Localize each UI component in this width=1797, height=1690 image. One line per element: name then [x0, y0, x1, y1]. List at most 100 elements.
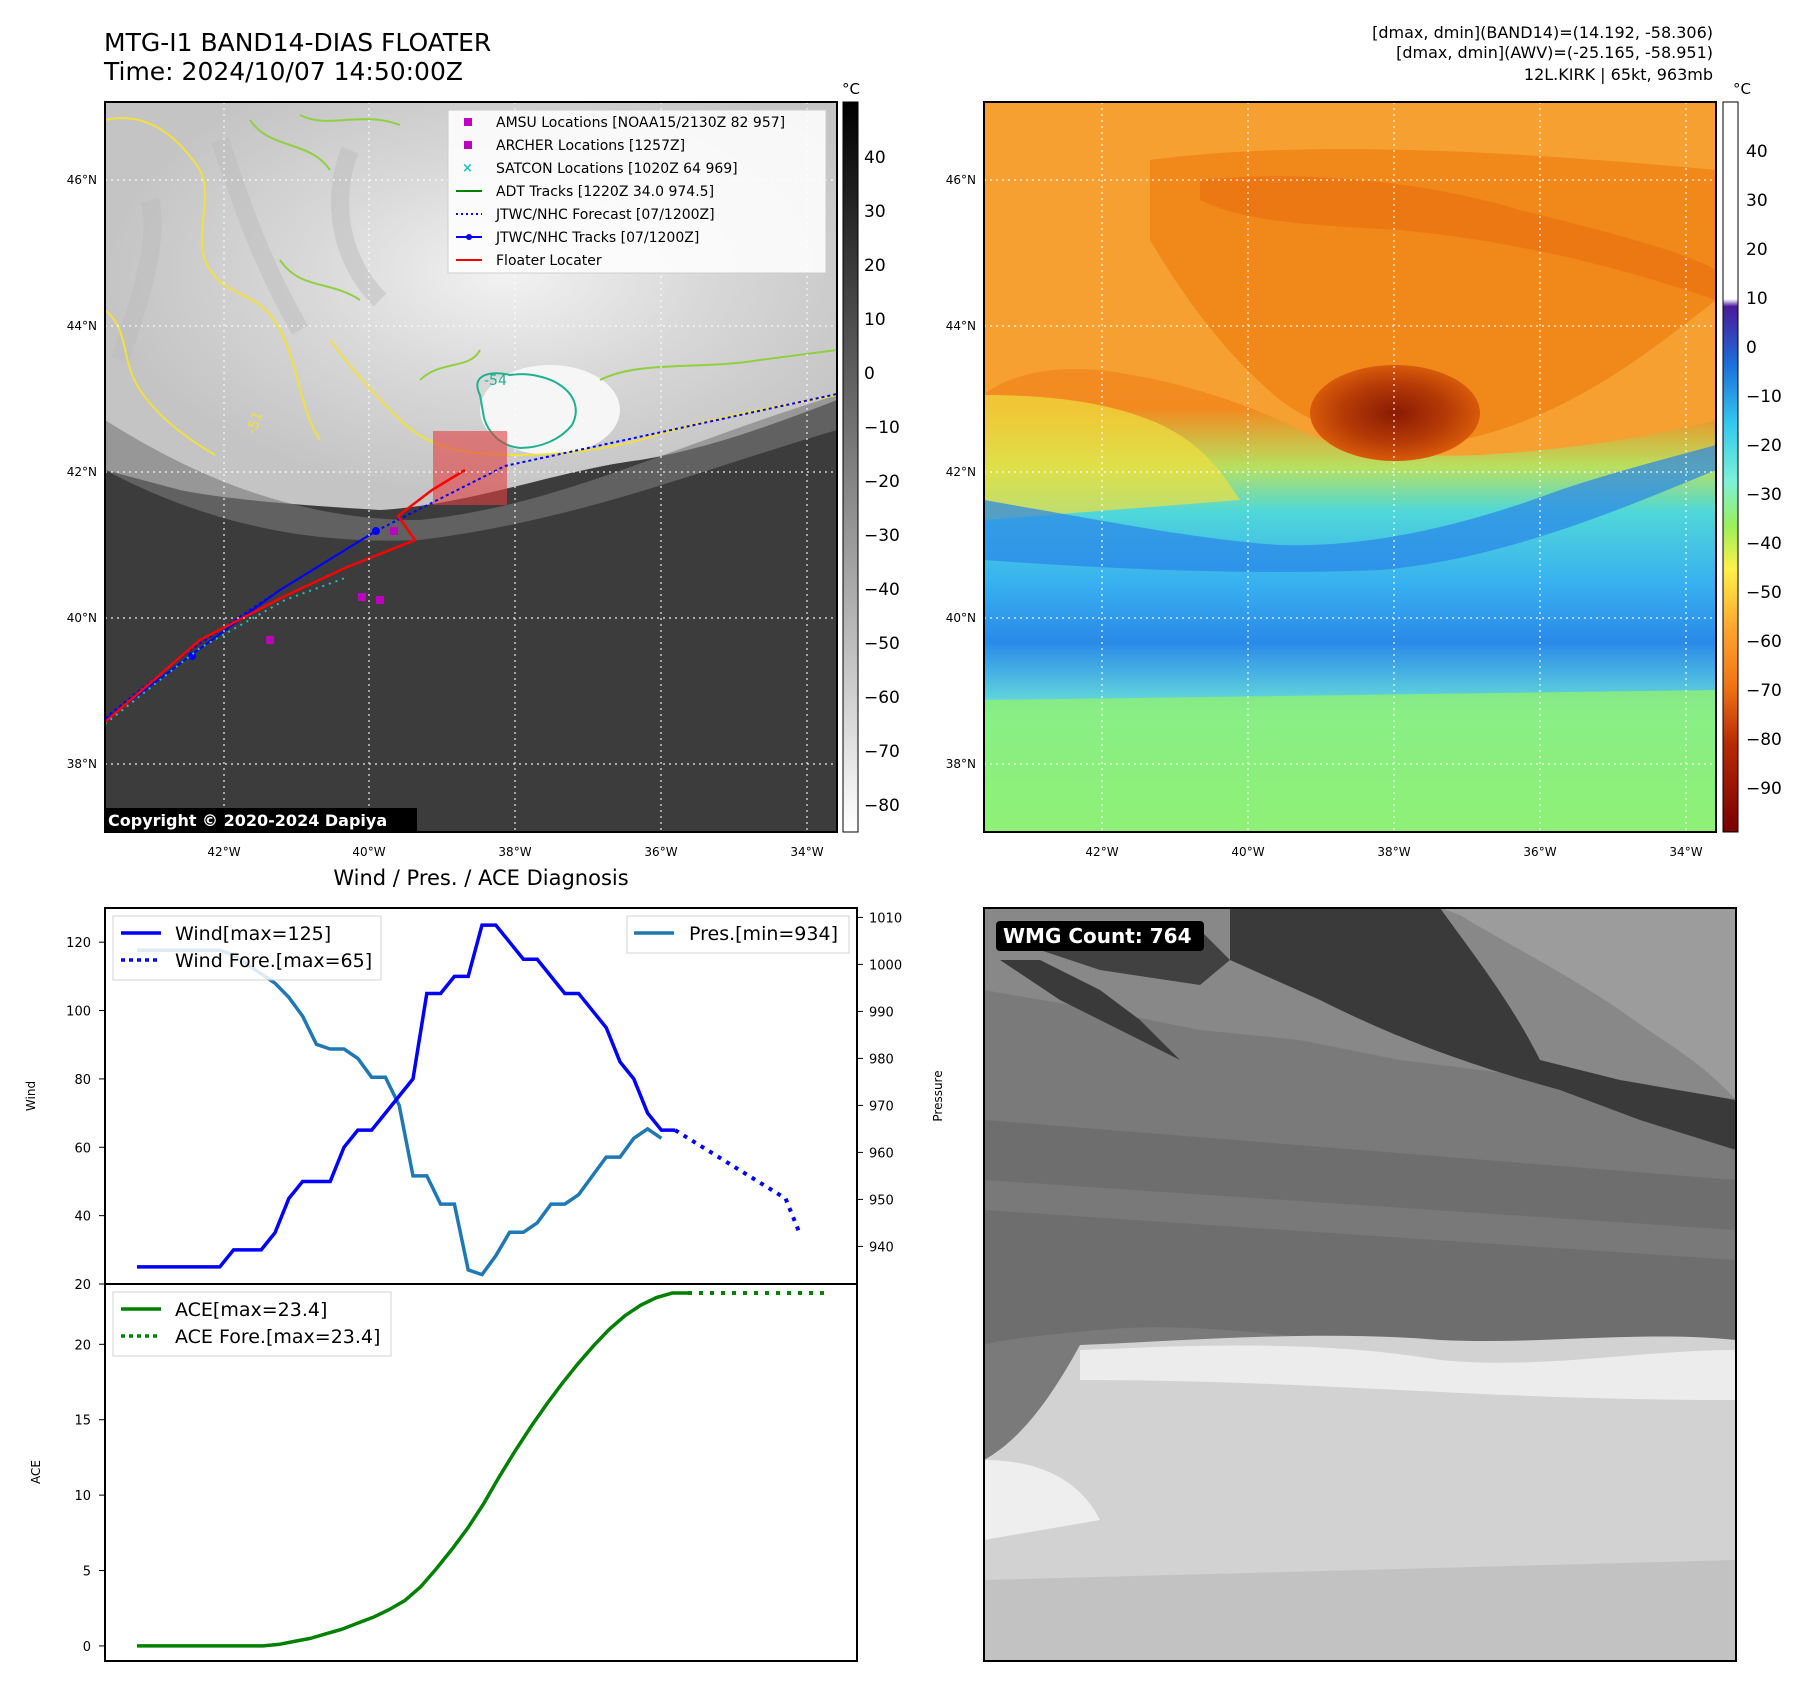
legend-wind: Wind[max=125] — [175, 923, 331, 945]
ace-line — [137, 1291, 688, 1648]
ace-tick-label: 15 — [74, 1414, 91, 1429]
svg-text:−90: −90 — [1746, 779, 1782, 799]
left-lon-labels: 42°W 40°W 38°W 36°W 34°W — [207, 845, 823, 859]
track-point — [372, 527, 380, 535]
svg-text:−20: −20 — [864, 472, 900, 492]
ace-tick-label: 10 — [74, 1489, 91, 1504]
legend-pres: Pres.[min=934] — [689, 923, 838, 945]
svg-text:−80: −80 — [864, 796, 900, 816]
wind-axis-label: Wind — [24, 1081, 38, 1111]
svg-text:36°W: 36°W — [1523, 845, 1556, 859]
svg-text:−60: −60 — [864, 688, 900, 708]
svg-text:40°N: 40°N — [946, 611, 976, 625]
pressure-tick-label: 970 — [869, 1099, 894, 1114]
pressure-tick-label: 990 — [869, 1005, 894, 1020]
svg-text:40°W: 40°W — [1231, 845, 1264, 859]
svg-text:44°N: 44°N — [946, 319, 976, 333]
svg-text:40: 40 — [1746, 142, 1768, 162]
wind-tick-label: 80 — [74, 1073, 91, 1088]
left-map-frame — [104, 101, 838, 833]
legend-forecast: JTWC/NHC Forecast [07/1200Z] — [495, 207, 715, 223]
archer-marker — [376, 596, 384, 604]
colorbar-ir-ticks: 40 30 20 10 0 −10 −20 −30 −40 −50 −60 −7… — [864, 148, 900, 816]
legend-ace-fore: ACE Fore.[max=23.4] — [175, 1326, 380, 1348]
ir-satellite-map: -54 -51 × — [105, 102, 837, 832]
svg-text:0: 0 — [864, 364, 875, 384]
svg-text:42°N: 42°N — [946, 465, 976, 479]
legend-ace: ACE[max=23.4] — [175, 1299, 327, 1321]
svg-text:−40: −40 — [864, 580, 900, 600]
svg-text:46°N: 46°N — [67, 173, 97, 187]
chart-time: Time: 2024/10/07 14:50:00Z — [104, 57, 463, 86]
colorbar-ir — [842, 101, 859, 833]
svg-text:40°W: 40°W — [352, 845, 385, 859]
right-map-frame — [983, 101, 1717, 833]
legend-tracks: JTWC/NHC Tracks [07/1200Z] — [495, 230, 699, 246]
pressure-tick-label: 940 — [869, 1240, 894, 1255]
wind-tick-label: 40 — [74, 1210, 91, 1225]
ace-legend: ACE[max=23.4] ACE Fore.[max=23.4] — [112, 1291, 392, 1357]
svg-text:20: 20 — [864, 256, 886, 276]
svg-text:×: × — [462, 161, 473, 176]
right-lon-labels: 42°W 40°W 38°W 36°W 34°W — [1085, 845, 1702, 859]
svg-text:20: 20 — [1746, 240, 1768, 260]
svg-text:46°N: 46°N — [946, 173, 976, 187]
map-grid — [984, 102, 1716, 832]
pressure-tick-label: 980 — [869, 1052, 894, 1067]
wmg-count: WMG Count: 764 — [1003, 924, 1192, 948]
archer-marker — [266, 636, 274, 644]
colorbar-ir-unit: °C — [842, 80, 860, 98]
ace-tick-label: 5 — [83, 1565, 91, 1580]
svg-text:−40: −40 — [1746, 534, 1782, 554]
left-lat-labels: 46°N 44°N 42°N 40°N 38°N — [67, 173, 97, 771]
wmg-frame — [983, 907, 1737, 1662]
svg-text:38°N: 38°N — [946, 757, 976, 771]
info-storm: 12L.KIRK | 65kt, 963mb — [1523, 65, 1713, 84]
water-vapor-map — [984, 102, 1716, 832]
legend-archer: ARCHER Locations [1257Z] — [496, 138, 685, 154]
contour-label: -54 — [484, 373, 507, 389]
svg-text:−50: −50 — [864, 634, 900, 654]
svg-text:30: 30 — [864, 202, 886, 222]
diagnosis-title: Wind / Pres. / ACE Diagnosis — [333, 866, 628, 890]
wind-line — [137, 923, 676, 1269]
svg-text:42°N: 42°N — [67, 465, 97, 479]
ace-axis-label: ACE — [29, 1460, 43, 1484]
colorbar-awv-unit: °C — [1733, 80, 1751, 98]
info-awv: [dmax, dmin](AWV)=(-25.165, -58.951) — [1396, 43, 1713, 62]
wind-forecast-line — [674, 1128, 802, 1234]
svg-text:−10: −10 — [1746, 387, 1782, 407]
legend-floater: Floater Locater — [496, 253, 602, 269]
map-legend: × AMSU Locations [NOAA15/2130Z 82 957] A… — [447, 109, 827, 274]
svg-text:42°W: 42°W — [1085, 845, 1118, 859]
wind-tick-label: 100 — [66, 1005, 91, 1020]
amsu-marker — [390, 527, 398, 535]
svg-text:42°W: 42°W — [207, 845, 240, 859]
ace-tick-label: 0 — [83, 1640, 91, 1655]
colorbar-awv — [1722, 101, 1739, 833]
floater-track — [105, 468, 466, 723]
copyright-label: Copyright © 2020-2024 Dapiya — [108, 811, 387, 830]
svg-text:−70: −70 — [1746, 681, 1782, 701]
legend-satcon: SATCON Locations [1020Z 64 969] — [496, 161, 738, 177]
archer-marker — [358, 593, 366, 601]
wind-axis-ticks: 20 40 60 80 100 120 — [66, 936, 105, 1293]
svg-text:−20: −20 — [1746, 436, 1782, 456]
pressure-tick-label: 950 — [869, 1193, 894, 1208]
svg-text:38°N: 38°N — [67, 757, 97, 771]
svg-text:44°N: 44°N — [67, 319, 97, 333]
svg-text:10: 10 — [864, 310, 886, 330]
colorbar-awv-ticks: 40 30 20 10 0 −10 −20 −30 −40 −50 −60 −7… — [1746, 142, 1782, 799]
legend-adt: ADT Tracks [1220Z 34.0 974.5] — [496, 184, 714, 200]
svg-text:34°W: 34°W — [1669, 845, 1702, 859]
right-lat-labels: 46°N 44°N 42°N 40°N 38°N — [946, 173, 976, 771]
pressure-tick-label: 1000 — [869, 958, 902, 973]
svg-text:−30: −30 — [864, 526, 900, 546]
svg-text:0: 0 — [1746, 338, 1757, 358]
svg-text:−70: −70 — [864, 742, 900, 762]
pressure-tick-label: 960 — [869, 1146, 894, 1161]
svg-text:−80: −80 — [1746, 730, 1782, 750]
svg-text:10: 10 — [1746, 289, 1768, 309]
wind-tick-label: 120 — [66, 936, 91, 951]
